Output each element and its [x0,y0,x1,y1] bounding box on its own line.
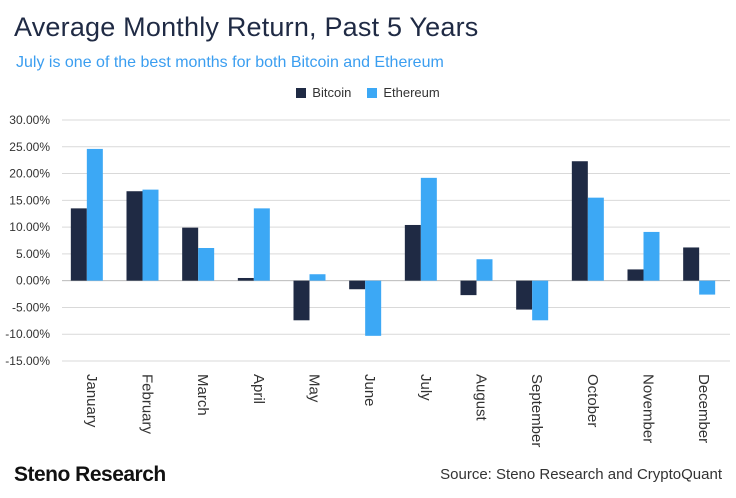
y-tick-label: 25.00% [9,140,50,154]
source-note: Source: Steno Research and CryptoQuant [440,466,722,483]
bar-ethereum-august [476,259,493,281]
legend-item-ethereum: Ethereum [367,85,440,100]
bar-bitcoin-march [182,227,199,281]
bar-bitcoin-february [126,191,143,281]
bar-ethereum-march [198,247,215,281]
bar-ethereum-june [365,280,382,336]
y-tick-label: 10.00% [9,220,50,234]
x-tick-label: April [250,374,267,404]
x-tick-label: May [306,374,323,403]
bar-ethereum-february [142,189,159,281]
bar-bitcoin-july [404,224,421,281]
chart-subtitle: July is one of the best months for both … [16,54,444,71]
bar-ethereum-december [699,280,716,295]
bar-ethereum-october [587,197,604,281]
bar-bitcoin-april [237,277,254,281]
bar-ethereum-november [643,231,660,281]
bar-ethereum-may [309,274,326,281]
bar-bitcoin-december [683,247,700,281]
x-tick-label: August [473,374,490,422]
legend-label-bitcoin: Bitcoin [312,85,352,100]
x-tick-label: October [584,374,601,427]
x-tick-label: January [83,374,100,428]
bar-bitcoin-august [460,280,477,296]
legend-swatch-ethereum [367,87,378,98]
y-tick-label: 30.00% [9,113,50,127]
x-tick-label: June [361,374,378,407]
bar-ethereum-april [253,208,270,281]
bar-bitcoin-june [349,280,366,290]
x-tick-label: November [640,374,657,443]
legend-label-ethereum: Ethereum [383,85,440,100]
y-tick-label: 0.00% [16,274,50,288]
y-tick-label: -5.00% [12,300,50,314]
x-tick-label: February [139,374,156,435]
bar-ethereum-january [86,148,103,281]
x-tick-label: December [695,374,712,443]
bar-bitcoin-january [70,208,87,281]
bar-ethereum-september [532,280,549,321]
legend-swatch-bitcoin [296,87,307,98]
bar-ethereum-july [420,177,437,281]
y-tick-label: -15.00% [5,354,50,368]
chart-legend: Bitcoin Ethereum [0,85,736,100]
x-tick-label: July [417,374,434,401]
bar-bitcoin-october [571,161,588,281]
x-tick-label: September [528,374,545,447]
y-tick-label: 5.00% [16,247,50,261]
y-tick-label: 20.00% [9,167,50,181]
y-tick-label: 15.00% [9,193,50,207]
brand-logo-text: Steno Research [14,463,166,486]
x-tick-label: March [194,374,211,416]
y-tick-label: -10.00% [5,327,50,341]
bar-bitcoin-may [293,280,310,321]
bar-bitcoin-november [627,269,644,281]
legend-item-bitcoin: Bitcoin [296,85,351,100]
bar-bitcoin-september [516,280,533,310]
chart-title: Average Monthly Return, Past 5 Years [14,12,479,42]
